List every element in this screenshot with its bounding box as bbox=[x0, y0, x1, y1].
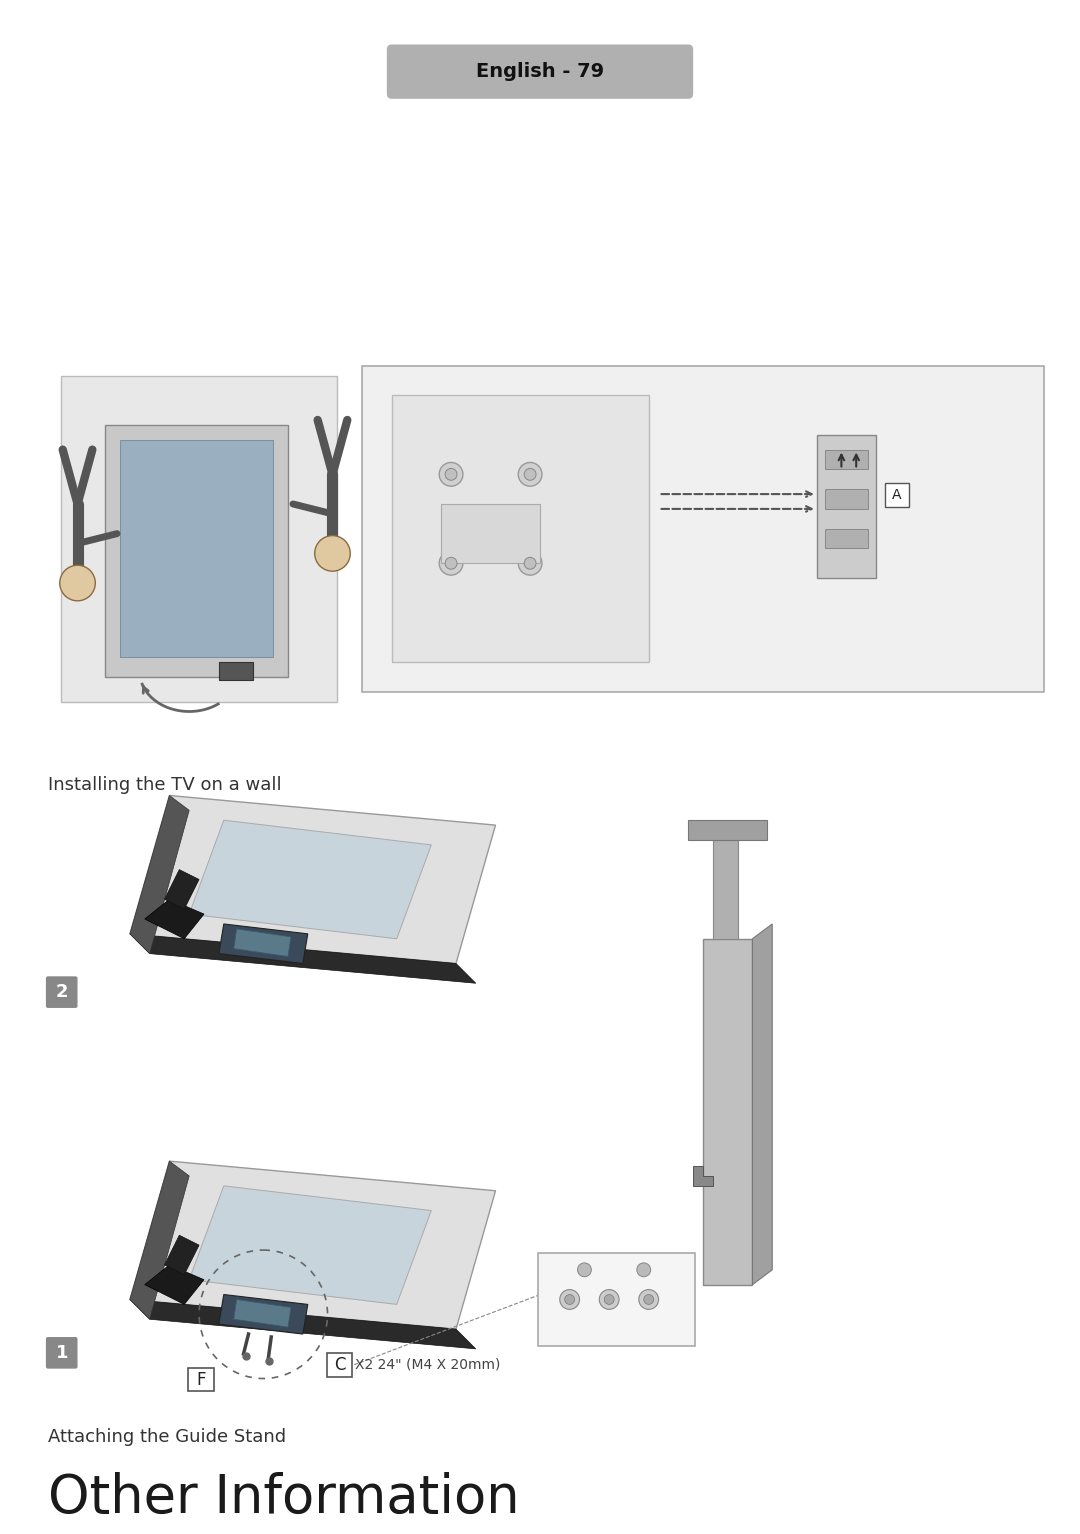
Text: X2 24" (M4 X 20mm): X2 24" (M4 X 20mm) bbox=[355, 1358, 501, 1371]
Polygon shape bbox=[130, 796, 496, 963]
Circle shape bbox=[445, 557, 457, 569]
Polygon shape bbox=[219, 1295, 308, 1335]
Text: Attaching the Guide Stand: Attaching the Guide Stand bbox=[48, 1428, 286, 1447]
Polygon shape bbox=[130, 934, 476, 983]
FancyBboxPatch shape bbox=[46, 1338, 78, 1368]
FancyBboxPatch shape bbox=[326, 1353, 352, 1376]
Circle shape bbox=[440, 462, 463, 486]
FancyBboxPatch shape bbox=[188, 1368, 214, 1391]
Text: Installing the TV on a wall: Installing the TV on a wall bbox=[48, 776, 282, 793]
Text: 2: 2 bbox=[55, 983, 68, 1002]
Bar bbox=[392, 396, 649, 663]
Circle shape bbox=[59, 565, 95, 601]
Circle shape bbox=[637, 1262, 650, 1276]
Polygon shape bbox=[164, 1235, 199, 1275]
Circle shape bbox=[604, 1295, 615, 1304]
Bar bbox=[362, 365, 1044, 692]
Text: F: F bbox=[197, 1370, 206, 1388]
Bar bbox=[442, 505, 540, 563]
Circle shape bbox=[644, 1295, 653, 1304]
Polygon shape bbox=[189, 1186, 431, 1304]
Polygon shape bbox=[130, 796, 189, 954]
Polygon shape bbox=[130, 1161, 496, 1328]
Bar bbox=[219, 663, 254, 680]
Polygon shape bbox=[233, 930, 291, 957]
Polygon shape bbox=[145, 1266, 204, 1304]
Circle shape bbox=[524, 557, 536, 569]
Circle shape bbox=[440, 551, 463, 575]
Bar bbox=[60, 376, 337, 701]
Bar bbox=[816, 434, 876, 578]
Circle shape bbox=[599, 1290, 619, 1310]
Text: English - 79: English - 79 bbox=[476, 61, 604, 81]
Circle shape bbox=[559, 1290, 580, 1310]
Polygon shape bbox=[703, 939, 753, 1284]
Polygon shape bbox=[145, 899, 204, 939]
Polygon shape bbox=[693, 1166, 713, 1186]
Circle shape bbox=[638, 1290, 659, 1310]
Circle shape bbox=[518, 551, 542, 575]
Circle shape bbox=[524, 468, 536, 480]
Polygon shape bbox=[219, 923, 308, 963]
Bar bbox=[825, 529, 868, 549]
Polygon shape bbox=[233, 1299, 291, 1327]
Circle shape bbox=[565, 1295, 575, 1304]
Polygon shape bbox=[713, 841, 738, 939]
Text: C: C bbox=[334, 1356, 346, 1373]
Polygon shape bbox=[130, 1161, 189, 1319]
Circle shape bbox=[445, 468, 457, 480]
Polygon shape bbox=[130, 1299, 476, 1348]
FancyBboxPatch shape bbox=[885, 483, 908, 506]
Polygon shape bbox=[189, 821, 431, 939]
Polygon shape bbox=[753, 923, 772, 1284]
Bar bbox=[825, 449, 868, 469]
Circle shape bbox=[518, 462, 542, 486]
Text: A: A bbox=[892, 488, 902, 502]
Circle shape bbox=[578, 1262, 592, 1276]
Bar bbox=[105, 425, 288, 676]
FancyBboxPatch shape bbox=[387, 44, 693, 98]
Bar bbox=[120, 440, 273, 657]
FancyBboxPatch shape bbox=[538, 1253, 696, 1345]
Text: Other Information: Other Information bbox=[48, 1473, 519, 1525]
FancyBboxPatch shape bbox=[46, 976, 78, 1008]
Bar bbox=[825, 489, 868, 509]
Polygon shape bbox=[164, 870, 199, 910]
Polygon shape bbox=[688, 821, 767, 841]
Text: 1: 1 bbox=[55, 1344, 68, 1362]
Circle shape bbox=[314, 535, 350, 571]
